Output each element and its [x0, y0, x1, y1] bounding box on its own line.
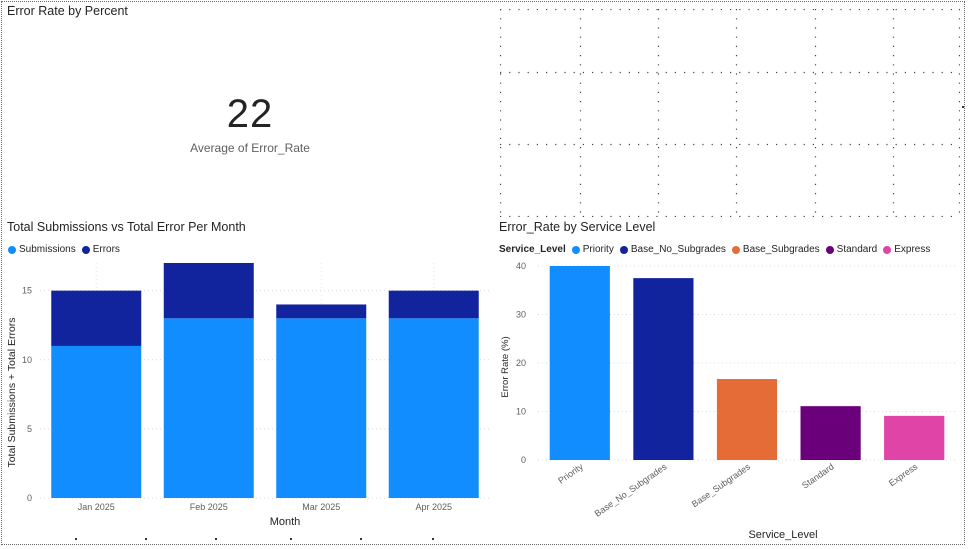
canvas-edge-dot — [432, 538, 434, 540]
chart-legend-monthly: Submissions Errors — [8, 244, 126, 255]
bar-submissions — [51, 345, 142, 498]
kpi-card-title: Error Rate by Percent — [7, 4, 128, 18]
x-axis-title: Month — [270, 516, 301, 528]
y-axis-title: Total Submissions + Total Errors — [6, 317, 18, 467]
x-axis-title: Service_Level — [748, 529, 817, 541]
legend-item-standard[interactable]: Standard — [825, 244, 878, 255]
y-tick-label: 40 — [516, 261, 526, 271]
chart-title-service-level: Error_Rate by Service Level — [499, 220, 656, 234]
y-axis-title: Error Rate (%) — [500, 336, 511, 397]
bar-priority — [549, 266, 610, 460]
y-tick-label: 15 — [22, 286, 32, 296]
legend-item-errors[interactable]: Errors — [81, 244, 120, 255]
legend-title: Service_Level — [499, 244, 566, 255]
bar-express — [884, 415, 945, 460]
legend-dot-base-no-subgrades — [619, 245, 628, 254]
canvas-edge-dot — [962, 106, 964, 108]
legend-dot-express — [883, 245, 892, 254]
legend-label-standard: Standard — [836, 244, 878, 255]
kpi-label: Average of Error_Rate — [190, 141, 310, 155]
bar-errors — [51, 290, 142, 346]
bar-base-no-subgrades — [633, 278, 694, 460]
legend-label-priority: Priority — [582, 244, 614, 255]
canvas-edge-dot — [75, 538, 77, 540]
y-tick-label: 0 — [521, 455, 526, 465]
x-tick-label: Base_Subgrades — [690, 461, 753, 509]
bar-submissions — [163, 318, 254, 498]
canvas-edge-dot — [360, 538, 362, 540]
legend-dot-standard — [825, 245, 834, 254]
x-tick-label: Standard — [800, 461, 836, 490]
y-tick-label: 10 — [516, 407, 526, 417]
bar-base-subgrades — [716, 379, 778, 460]
legend-label-base-no-subgrades: Base_No_Subgrades — [630, 244, 726, 255]
canvas-edge-dot — [215, 538, 217, 540]
x-tick-label: Express — [887, 461, 920, 488]
legend-item-priority[interactable]: Priority — [571, 244, 614, 255]
bar-errors — [276, 304, 367, 319]
legend-item-submissions[interactable]: Submissions — [8, 244, 76, 255]
legend-label-submissions: Submissions — [19, 244, 76, 255]
kpi-value: 22 — [226, 92, 274, 136]
bar-submissions — [276, 318, 367, 498]
x-tick-label: Jan 2025 — [78, 502, 115, 512]
legend-label-express: Express — [894, 244, 931, 255]
legend-dot-submissions — [8, 245, 16, 254]
bar-submissions — [388, 318, 479, 498]
legend-label-errors: Errors — [92, 244, 120, 255]
monthly-stacked-bar-chart: 0 5 10 15 Jan 2025 Feb 2025 Mar 2025 Apr 2025 Mo… — [6, 263, 490, 528]
canvas-edge-dot — [290, 538, 292, 540]
y-tick-label: 10 — [22, 355, 32, 365]
chart-legend-service-level: Service_Level Priority Base_No_Subgrades… — [499, 244, 936, 255]
x-tick-label: Feb 2025 — [190, 502, 228, 512]
x-tick-label: Mar 2025 — [302, 502, 340, 512]
legend-item-base-no-subgrades[interactable]: Base_No_Subgrades — [619, 244, 726, 255]
bar-errors — [163, 263, 254, 319]
x-tick-label: Apr 2025 — [415, 502, 452, 512]
legend-label-base-subgrades: Base_Subgrades — [742, 244, 820, 255]
y-tick-label: 5 — [27, 424, 32, 434]
service-level-bar-chart: 0 10 20 30 40 Priority Base_No_Subgrades Base_S… — [500, 261, 956, 541]
legend-item-express[interactable]: Express — [883, 244, 930, 255]
y-tick-label: 20 — [516, 358, 526, 368]
y-tick-label: 0 — [27, 493, 32, 503]
canvas-edge-dot — [145, 538, 147, 540]
legend-dot-base-subgrades — [731, 245, 740, 254]
empty-visual-placeholder — [500, 9, 960, 217]
chart-title-monthly: Total Submissions vs Total Error Per Mon… — [7, 220, 246, 234]
legend-dot-errors — [81, 245, 90, 254]
bar-errors — [388, 290, 479, 319]
x-tick-label: Priority — [556, 461, 585, 486]
x-tick-label: Base_No_Subgrades — [593, 461, 669, 519]
legend-item-base-subgrades[interactable]: Base_Subgrades — [731, 244, 820, 255]
y-tick-label: 30 — [516, 310, 526, 320]
legend-dot-priority — [571, 245, 580, 254]
bar-standard — [800, 406, 861, 460]
